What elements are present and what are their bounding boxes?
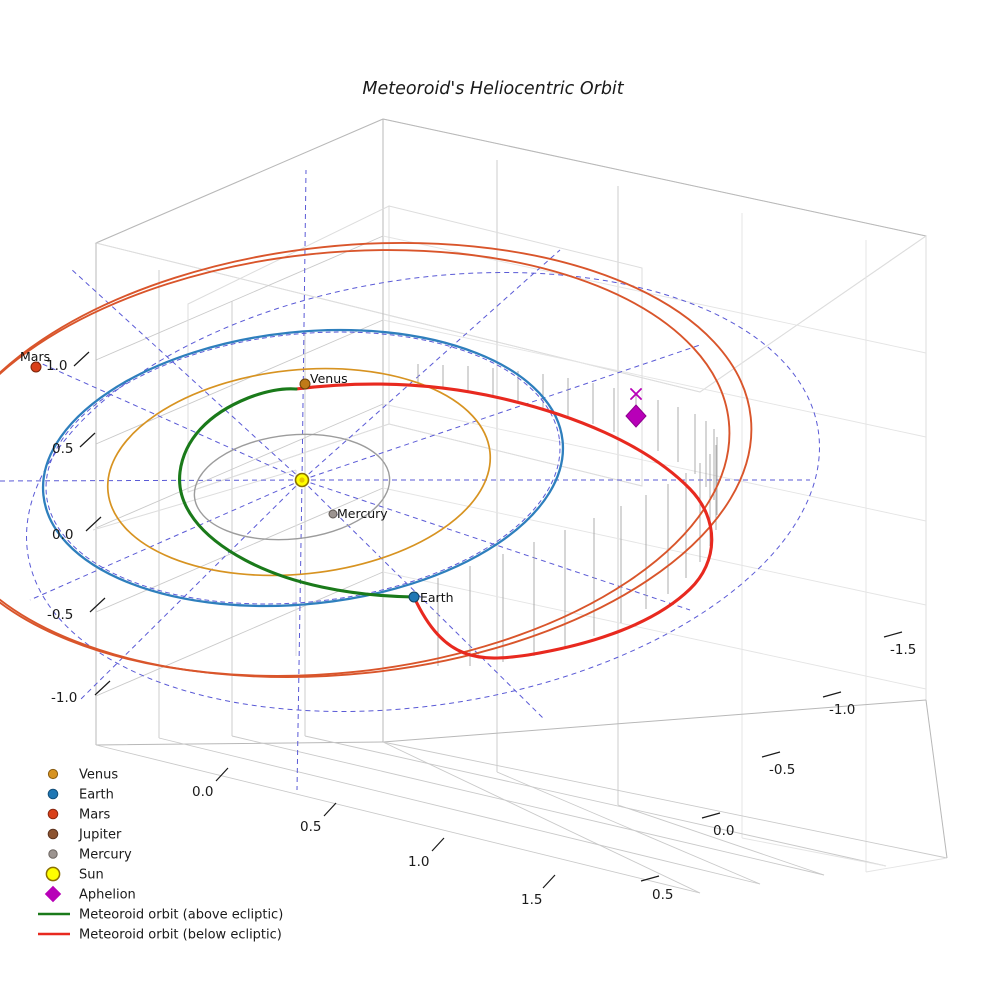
meteoroid-orbit-above-ecliptic bbox=[178, 387, 416, 599]
floor-grid-r0 bbox=[382, 741, 701, 894]
tick-label-left-0: 1.0 bbox=[46, 358, 67, 374]
tick-label-left-3: -0.5 bbox=[47, 607, 73, 623]
body-labels: Mars Venus Mercury Earth bbox=[20, 349, 454, 605]
tick-label-br-4: -1.5 bbox=[890, 642, 916, 658]
top-pane bbox=[94, 118, 928, 393]
tick-label-br-3: -1.0 bbox=[829, 702, 855, 718]
tick-label-left-1: 0.5 bbox=[52, 441, 73, 457]
mercury-orbit bbox=[193, 433, 391, 541]
legend-label-above-ecliptic[interactable]: Meteoroid orbit (above ecliptic) bbox=[79, 908, 283, 923]
legend-marker-mercury bbox=[48, 849, 58, 859]
mars-label: Mars bbox=[20, 349, 50, 364]
top-front-edge-left bbox=[95, 242, 701, 393]
tick-br-3 bbox=[761, 751, 781, 758]
tick-label-br-2: -0.5 bbox=[769, 762, 795, 778]
top-back-edge-right bbox=[382, 118, 927, 237]
top-front-edge-right bbox=[699, 235, 927, 393]
body-markers[interactable] bbox=[30, 361, 647, 603]
tick-br-2 bbox=[701, 812, 721, 819]
tick-bl-4 bbox=[542, 874, 556, 889]
floor-right-edge bbox=[925, 699, 948, 859]
mercury-marker[interactable] bbox=[328, 509, 338, 519]
tick-left-4 bbox=[89, 597, 106, 613]
sun-core bbox=[299, 477, 305, 483]
tick-left-5 bbox=[94, 680, 111, 696]
top-back-edge-left bbox=[95, 118, 384, 244]
orbit-projection-stems bbox=[417, 364, 718, 666]
meteoroid-orbit-below-ecliptic bbox=[294, 382, 714, 660]
floor-pane-grid bbox=[95, 699, 948, 894]
legend-marker-jupiter bbox=[47, 828, 59, 840]
floor-back-edges bbox=[95, 699, 927, 746]
legend-marker-venus bbox=[47, 768, 59, 780]
venus-marker[interactable] bbox=[299, 378, 311, 390]
left-wall-hgrid bbox=[95, 235, 384, 697]
planet-orbits bbox=[0, 241, 753, 679]
legend-label-below-ecliptic[interactable]: Meteoroid orbit (below ecliptic) bbox=[79, 928, 282, 943]
earth-marker[interactable] bbox=[408, 591, 420, 603]
legend-label-mercury[interactable]: Mercury bbox=[79, 848, 132, 863]
legend-marker-aphelion bbox=[44, 885, 62, 903]
legend-label-earth[interactable]: Earth bbox=[79, 788, 114, 803]
tick-bl-3 bbox=[431, 837, 445, 852]
tick-bl-1 bbox=[215, 767, 229, 782]
venus-orbit bbox=[106, 367, 492, 577]
earth-orbit-ecliptic-projection bbox=[45, 331, 561, 605]
venus-label: Venus bbox=[310, 371, 348, 386]
tick-left-2 bbox=[79, 432, 96, 448]
floor-grid-l0 bbox=[95, 744, 701, 894]
tick-label-br-0: 0.5 bbox=[652, 887, 673, 903]
earth-orbit bbox=[41, 328, 565, 608]
ecliptic-reference-grid bbox=[0, 169, 820, 791]
aphelion-projection-x-icon bbox=[630, 388, 642, 400]
tick-br-4 bbox=[822, 691, 842, 698]
axis-ticks bbox=[73, 351, 903, 889]
legend-marker-earth bbox=[47, 788, 59, 800]
jupiter-orbit bbox=[0, 241, 753, 679]
page-title: Meteoroid's Heliocentric Orbit bbox=[362, 79, 624, 99]
ecliptic-boundary-circle bbox=[26, 272, 820, 712]
legend-marker-sun bbox=[45, 866, 61, 882]
legend-label-venus[interactable]: Venus bbox=[79, 768, 118, 783]
tick-left-1 bbox=[73, 351, 90, 367]
meteoroid-orbit bbox=[178, 382, 714, 660]
bottom-left-axis-tick-labels: 0.0 0.5 1.0 1.5 bbox=[192, 784, 542, 908]
legend-marker-mars bbox=[47, 808, 59, 820]
tick-label-bl-3: 1.5 bbox=[521, 892, 542, 908]
ecliptic-radial-spokes bbox=[0, 169, 810, 791]
legend-label-jupiter[interactable]: Jupiter bbox=[78, 828, 122, 843]
tick-label-bl-2: 1.0 bbox=[408, 854, 429, 870]
right-wall-grid bbox=[496, 160, 927, 872]
bottom-right-axis-tick-labels: 0.5 0.0 -0.5 -1.0 -1.5 bbox=[652, 642, 916, 903]
legend-label-mars[interactable]: Mars bbox=[79, 808, 111, 823]
tick-bl-2 bbox=[323, 802, 337, 817]
left-axis-tick-labels: 1.0 0.5 0.0 -0.5 -1.0 bbox=[46, 358, 77, 706]
mars-orbit bbox=[0, 249, 731, 677]
tick-label-left-4: -1.0 bbox=[51, 690, 77, 706]
tick-label-br-1: 0.0 bbox=[713, 823, 734, 839]
axes3d-panes bbox=[92, 118, 948, 894]
tick-left-3 bbox=[85, 516, 102, 532]
mars-marker[interactable] bbox=[30, 361, 42, 373]
tick-br-5 bbox=[883, 631, 903, 638]
tick-br-1 bbox=[640, 875, 660, 882]
tick-label-bl-0: 0.0 bbox=[192, 784, 213, 800]
right-wall-hgrid bbox=[382, 235, 927, 690]
legend-label-aphelion[interactable]: Aphelion bbox=[79, 888, 136, 903]
left-wall-grid bbox=[95, 119, 384, 745]
mercury-label: Mercury bbox=[337, 506, 388, 521]
legend-label-sun[interactable]: Sun bbox=[79, 868, 104, 883]
aphelion-marker[interactable] bbox=[625, 404, 647, 428]
legend[interactable]: Venus Earth Mars Jupiter Mercury Sun Aph… bbox=[38, 768, 283, 943]
tick-label-bl-1: 0.5 bbox=[300, 819, 321, 835]
earth-label: Earth bbox=[420, 590, 454, 605]
tick-label-left-2: 0.0 bbox=[52, 527, 73, 543]
